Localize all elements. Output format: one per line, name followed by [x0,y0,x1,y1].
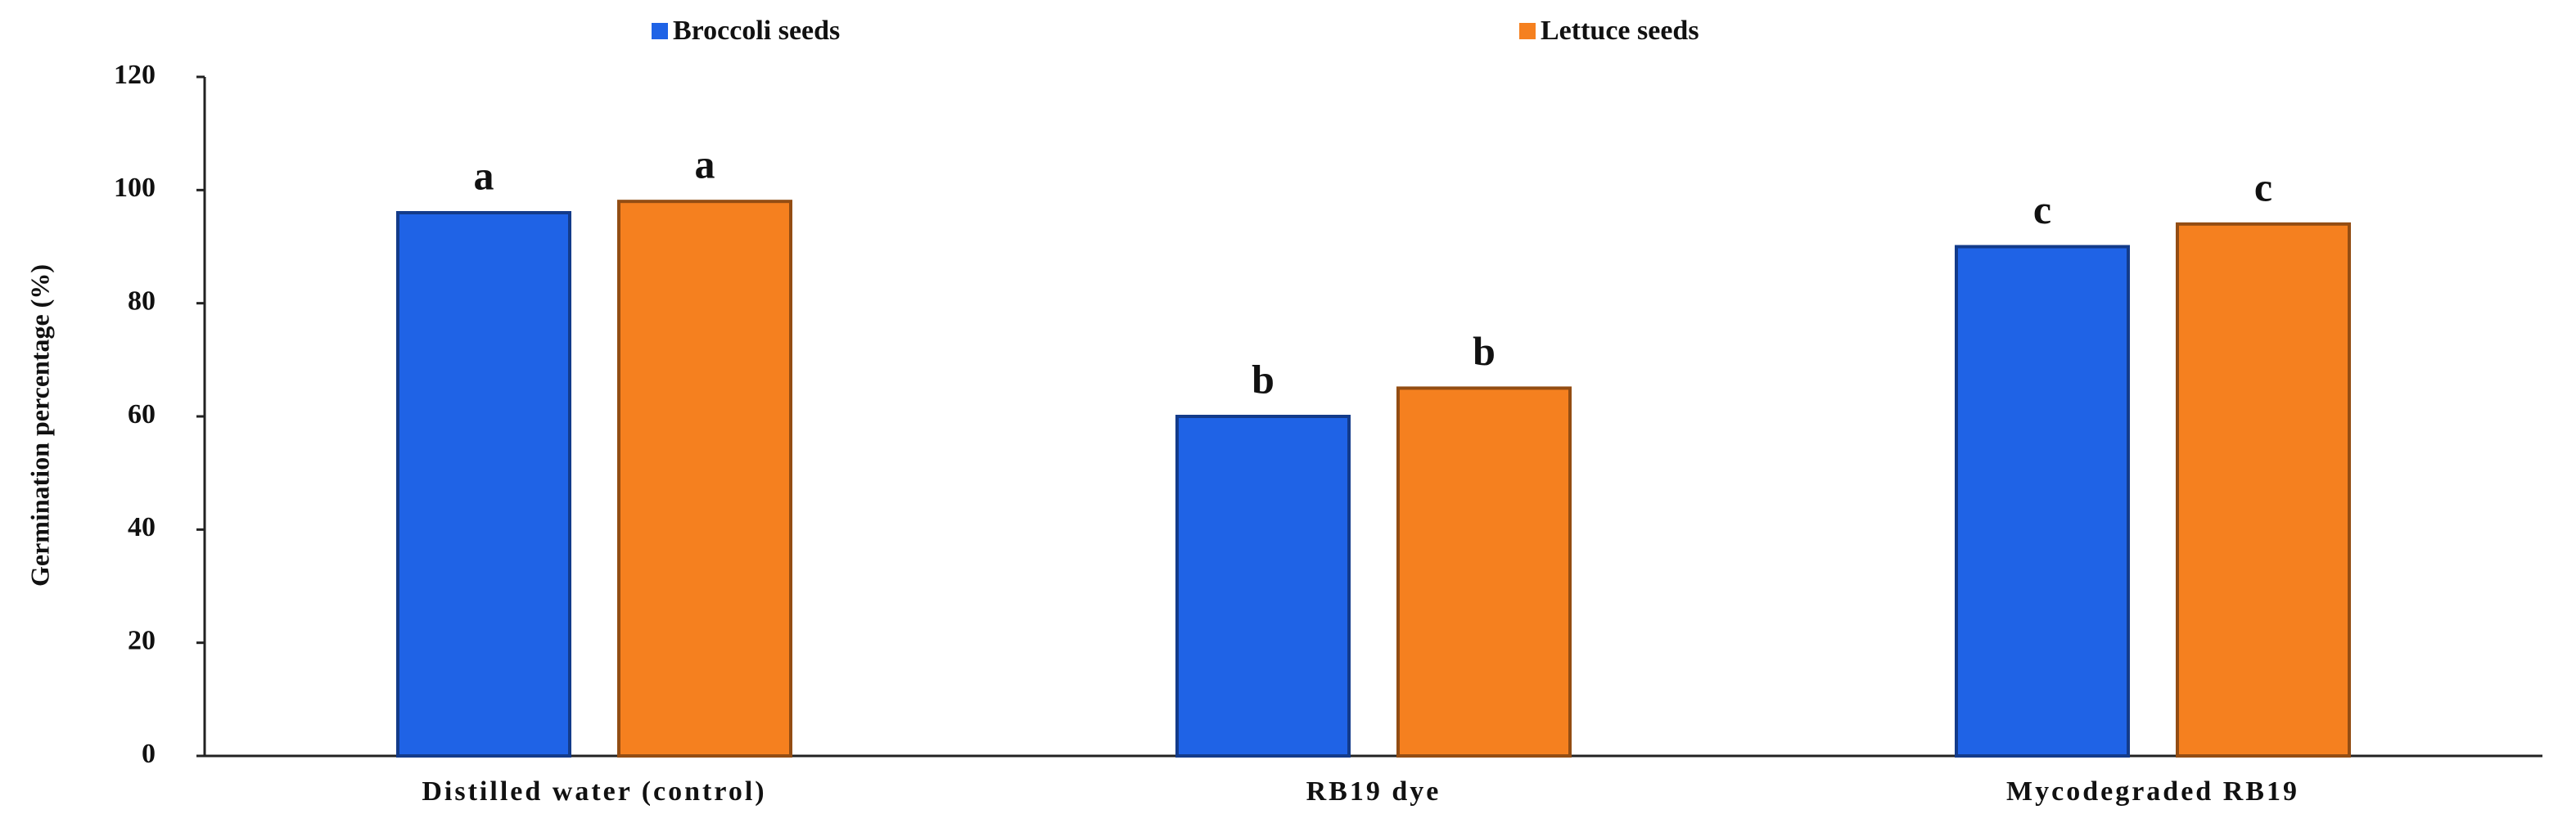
x-tick-label: Mycodegraded RB19 [2006,776,2299,807]
bar-annotation: a [474,152,494,198]
bar [1175,415,1351,758]
y-tick-label: 0 [142,739,156,769]
y-axis-title: Germination percentage (%) [25,264,54,587]
bar-annotation: c [2254,164,2272,209]
y-tick-label: 80 [128,286,156,316]
legend-swatch [652,23,668,39]
bar [617,200,792,758]
y-tick-label: 120 [114,60,156,90]
bar [1396,386,1572,758]
bar-annotation: b [1252,356,1274,402]
bar-annotation: c [2033,187,2051,232]
y-tick-label: 60 [128,399,156,429]
bar-annotation: a [695,142,715,187]
bar [1955,245,2130,758]
y-tick-label: 40 [128,512,156,542]
legend-label: Lettuce seeds [1541,16,1699,46]
x-tick-label: RB19 dye [1306,776,1441,807]
bar [2176,222,2351,758]
legend-label: Broccoli seeds [673,16,840,46]
bar [396,211,571,758]
y-tick-label: 20 [128,625,156,655]
bar-annotation: b [1473,328,1496,374]
x-tick-label: Distilled water (control) [422,776,766,807]
legend-swatch [1519,23,1536,39]
y-tick-label: 100 [114,173,156,203]
